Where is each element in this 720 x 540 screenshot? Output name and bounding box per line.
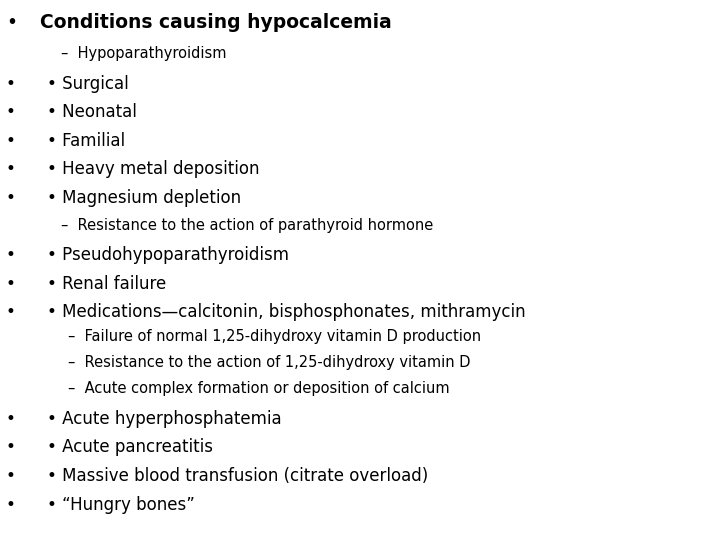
Text: • Massive blood transfusion (citrate overload): • Massive blood transfusion (citrate ove…: [47, 467, 428, 485]
Text: –  Failure of normal 1,25-dihydroxy vitamin D production: – Failure of normal 1,25-dihydroxy vitam…: [68, 329, 482, 345]
Text: • Surgical: • Surgical: [47, 75, 129, 92]
Text: • Acute pancreatitis: • Acute pancreatitis: [47, 438, 213, 456]
Text: • Neonatal: • Neonatal: [47, 103, 137, 121]
Text: •: •: [6, 410, 16, 428]
Text: •: •: [6, 103, 16, 121]
Text: –  Resistance to the action of parathyroid hormone: – Resistance to the action of parathyroi…: [61, 218, 433, 233]
Text: •: •: [6, 496, 16, 514]
Text: • “Hungry bones”: • “Hungry bones”: [47, 496, 194, 514]
Text: –  Resistance to the action of 1,25-dihydroxy vitamin D: – Resistance to the action of 1,25-dihyd…: [68, 355, 471, 370]
Text: •: •: [6, 160, 16, 178]
Text: •: •: [6, 246, 16, 264]
Text: •: •: [6, 303, 16, 321]
Text: •: •: [6, 467, 16, 485]
Text: •: •: [6, 438, 16, 456]
Text: –  Hypoparathyroidism: – Hypoparathyroidism: [61, 46, 227, 61]
Text: Conditions causing hypocalcemia: Conditions causing hypocalcemia: [40, 14, 392, 32]
Text: • Magnesium depletion: • Magnesium depletion: [47, 189, 241, 207]
Text: • Heavy metal deposition: • Heavy metal deposition: [47, 160, 259, 178]
Text: –  Acute complex formation or deposition of calcium: – Acute complex formation or deposition …: [68, 381, 450, 396]
Text: •: •: [6, 132, 16, 150]
Text: •: •: [6, 75, 16, 92]
Text: • Acute hyperphosphatemia: • Acute hyperphosphatemia: [47, 410, 282, 428]
Text: • Renal failure: • Renal failure: [47, 275, 166, 293]
Text: • Familial: • Familial: [47, 132, 125, 150]
Text: • Medications—calcitonin, bisphosphonates, mithramycin: • Medications—calcitonin, bisphosphonate…: [47, 303, 526, 321]
Text: •: •: [6, 275, 16, 293]
Text: • Pseudohypoparathyroidism: • Pseudohypoparathyroidism: [47, 246, 289, 264]
Text: •: •: [6, 14, 17, 32]
Text: •: •: [6, 189, 16, 207]
